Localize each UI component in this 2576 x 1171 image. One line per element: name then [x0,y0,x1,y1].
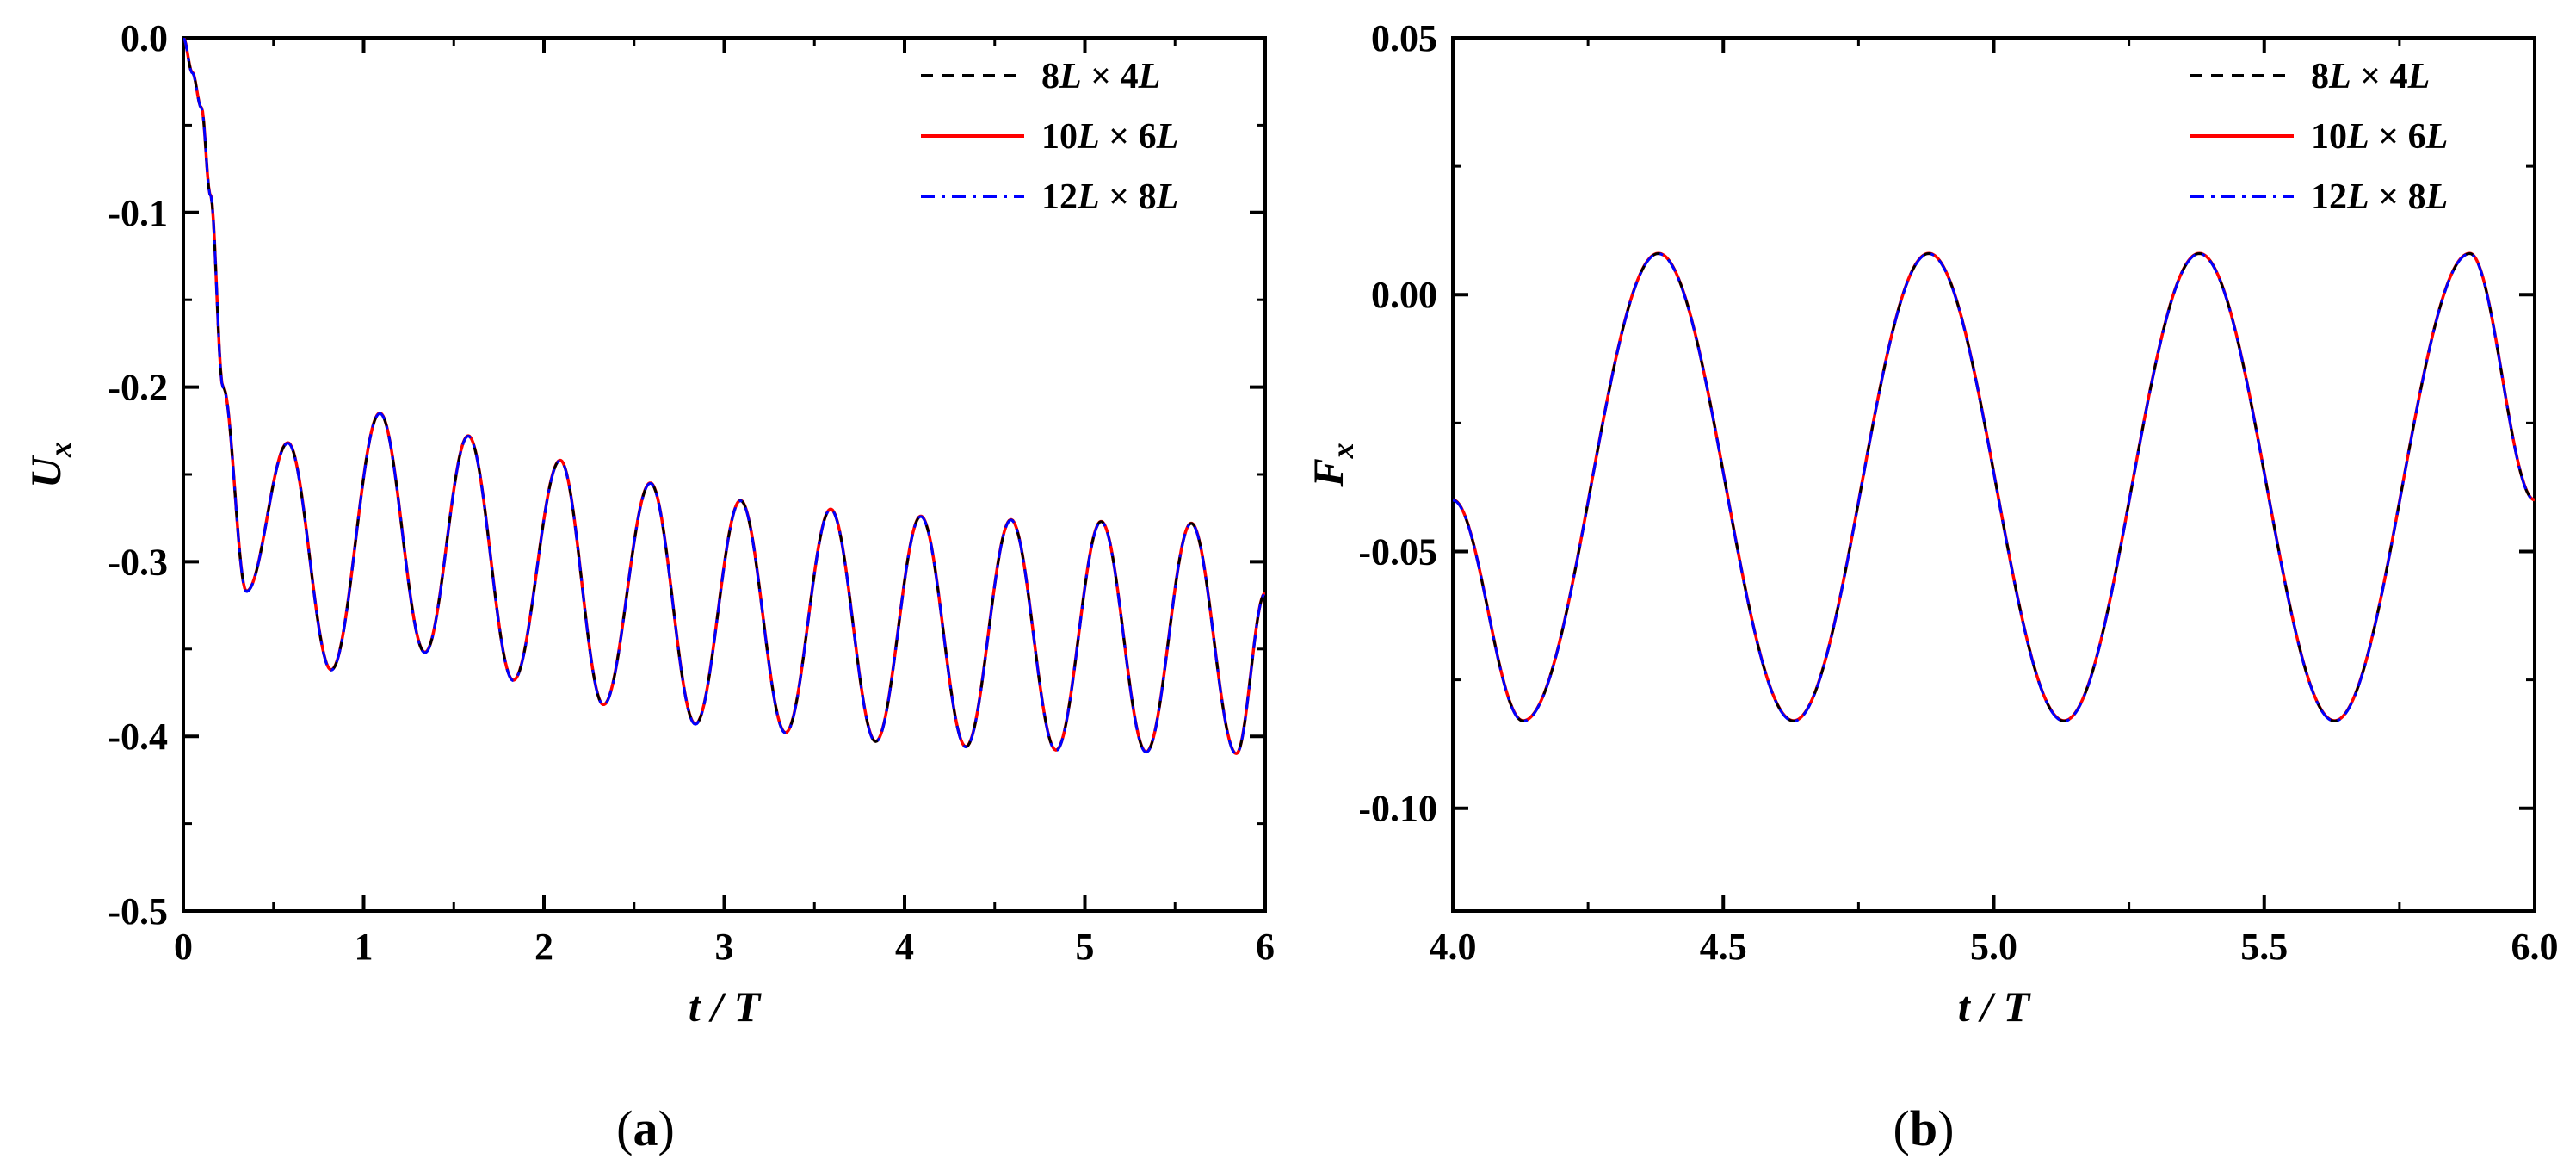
series-line-3 [1453,252,2535,722]
x-tick-label: 4 [895,926,914,968]
legend-label-part: L [2425,117,2449,157]
y-axis-label-subscript: x [43,442,77,458]
legend-label-part: × 6 [2369,117,2426,157]
legend-label-part: L [1059,57,1082,96]
legend-label-part: L [2407,57,2431,96]
panel-label: (b) [1893,1100,1955,1156]
legend-label-part: 8 [1041,57,1059,96]
y-tick-label: -0.5 [108,890,168,932]
y-axis-label: Fx [1304,443,1360,487]
panel-label-open: ( [616,1100,633,1156]
x-tick-label: 0 [174,926,193,968]
x-tick-label: 1 [355,926,374,968]
y-axis-label-subscript: x [1325,443,1360,459]
legend-label-1: 8L × 4L [1041,57,1160,96]
x-axis-label: t / T [689,982,763,1031]
legend-label-part: × 4 [2351,57,2408,96]
legend-label-part: × 6 [1100,117,1157,157]
x-tick-label: 4.0 [1430,926,1477,968]
legend-label-part: × 8 [1100,177,1157,217]
legend-label-part: 10 [2311,117,2347,157]
y-tick-label: 0.0 [120,17,168,59]
panel-label-letter: a [633,1100,658,1156]
x-tick-label: 2 [534,926,553,968]
legend-label-2: 10L × 6L [2311,117,2448,157]
x-tick-label: 5 [1076,926,1095,968]
legend-label-part: × 4 [1082,57,1139,96]
legend-label-part: 12 [1041,177,1078,217]
legend-label-part: L [2328,57,2351,96]
legend-label-3: 12L × 8L [1041,177,1178,217]
y-tick-label: -0.4 [108,716,168,758]
x-axis-label: t / T [1958,982,2032,1031]
series-line-2 [1453,251,2535,722]
y-axis-label-main: U [22,455,70,488]
panel-label-close: ) [658,1100,675,1156]
y-tick-label: -0.05 [1358,530,1437,573]
x-tick-label: 6.0 [2511,926,2559,968]
x-tick-label: 6 [1256,926,1275,968]
chart-panel-a: 0 1 2 3 4 5 60.0-0.1-0.2-0.3-0.4-0.5t / TUx8L … [22,17,1275,1156]
x-tick-label: 4.5 [1700,926,1747,968]
y-tick-label: -0.1 [108,192,168,234]
y-axis-label-main: F [1304,458,1352,487]
legend-label-part: L [2346,117,2369,157]
legend-label-part: 8 [2311,57,2329,96]
x-tick-label: 5.5 [2240,926,2288,968]
y-tick-label: -0.3 [108,541,168,583]
y-tick-label: 0.00 [1371,274,1437,316]
plot-frame [182,36,1267,913]
chart-panel-b: 4.0 4.5 5.0 5.5 6.0 0.05 0.00 -0.05 -0.10 t / T Fx… [1304,17,2559,1156]
series-line-3 [183,38,1265,756]
legend-label-part: L [1138,57,1161,96]
legend-label-part: L [2346,177,2369,217]
legend-label-part: L [1156,177,1179,217]
panel-label-letter: b [1910,1100,1937,1156]
legend-label-part: × 8 [2369,177,2426,217]
legend-label-part: L [2425,177,2449,217]
y-axis-label: Ux [22,442,77,488]
panel-label: (a) [616,1100,675,1156]
legend-label-1: 8L × 4L [2311,57,2430,96]
legend-label-3: 12L × 8L [2311,177,2448,217]
y-tick-label: -0.2 [108,367,168,409]
y-tick-label: -0.10 [1358,788,1437,830]
y-tick-label: 0.05 [1371,17,1437,59]
panel-label-open: ( [1893,1100,1910,1156]
series-line-1 [1453,252,2535,722]
legend-label-2: 10L × 6L [1041,117,1178,157]
x-tick-label: 5.0 [1970,926,2017,968]
x-tick-label: 3 [715,926,734,968]
legend-label-part: 10 [1041,117,1078,157]
panel-label-close: ) [1937,1100,1954,1156]
legend-label-part: L [1077,177,1100,217]
legend-label-part: L [1156,117,1179,157]
legend-label-part: L [1077,117,1100,157]
legend-label-part: 12 [2311,177,2347,217]
